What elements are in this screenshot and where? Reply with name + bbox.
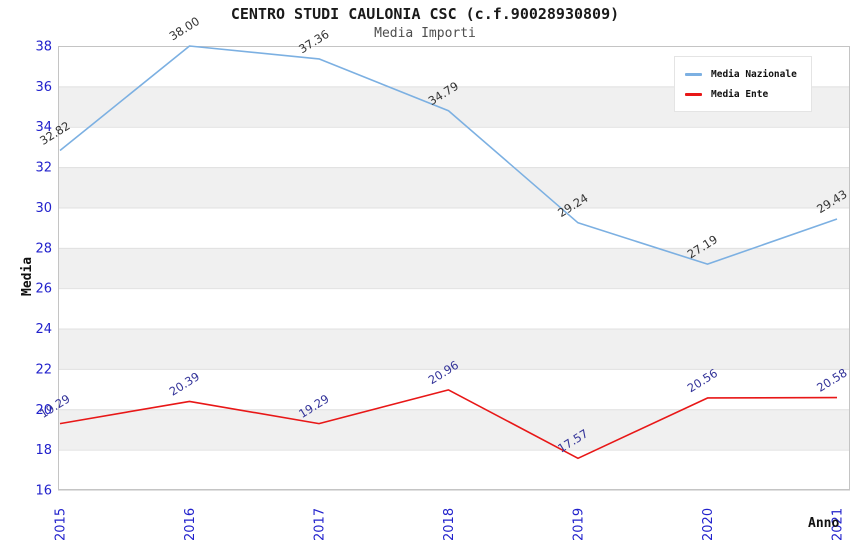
y-tick-label: 28: [35, 241, 52, 256]
legend-item-media-ente[interactable]: Media Ente: [685, 84, 797, 104]
y-axis-title: Media: [20, 256, 35, 296]
plot-band: [58, 126, 850, 168]
legend: Media Nazionale Media Ente: [674, 56, 812, 112]
plot-band: [58, 167, 850, 208]
plot-band: [58, 449, 850, 490]
legend-item-media-nazionale[interactable]: Media Nazionale: [685, 64, 797, 84]
chart-title: CENTRO STUDI CAULONIA CSC (c.f.900289308…: [230, 5, 620, 23]
y-tick-label: 32: [35, 161, 52, 176]
series-line-1: [59, 389, 838, 460]
x-tick-label: 2019: [572, 508, 587, 541]
y-tick-label: 22: [35, 362, 52, 377]
plot-band: [58, 368, 850, 410]
x-tick-label: 2016: [183, 508, 198, 541]
x-tick-label: 2021: [831, 508, 846, 541]
plot-band: [58, 328, 850, 369]
chart-subtitle: Media Importi: [374, 26, 476, 41]
plot-band: [58, 409, 850, 450]
plot-band: [58, 288, 850, 329]
x-tick-label: 2020: [701, 508, 716, 541]
y-tick-label: 38: [35, 40, 52, 55]
y-tick-label: 34: [35, 120, 52, 135]
legend-label-media-nazionale: Media Nazionale: [711, 68, 797, 80]
plot-band: [58, 207, 850, 248]
y-tick-label: 20: [35, 403, 52, 418]
legend-marker-media-ente-icon: [685, 92, 702, 96]
y-tick-label: 24: [35, 322, 52, 337]
plot-band: [58, 247, 850, 289]
x-tick-label: 2017: [313, 508, 328, 541]
series-line-0: [59, 45, 838, 265]
y-tick-label: 18: [35, 443, 52, 458]
y-tick-label: 30: [35, 201, 52, 216]
y-tick-label: 36: [35, 80, 52, 95]
x-tick-label: 2015: [54, 508, 69, 541]
y-tick-label: 26: [35, 282, 52, 297]
x-axis-title: Anno: [808, 516, 840, 531]
y-tick-label: 16: [35, 484, 52, 499]
legend-marker-media-nazionale-icon: [685, 72, 702, 76]
legend-label-media-ente: Media Ente: [711, 88, 769, 100]
data-label-series-0: 38.00: [167, 14, 202, 43]
x-tick-label: 2018: [442, 508, 457, 541]
